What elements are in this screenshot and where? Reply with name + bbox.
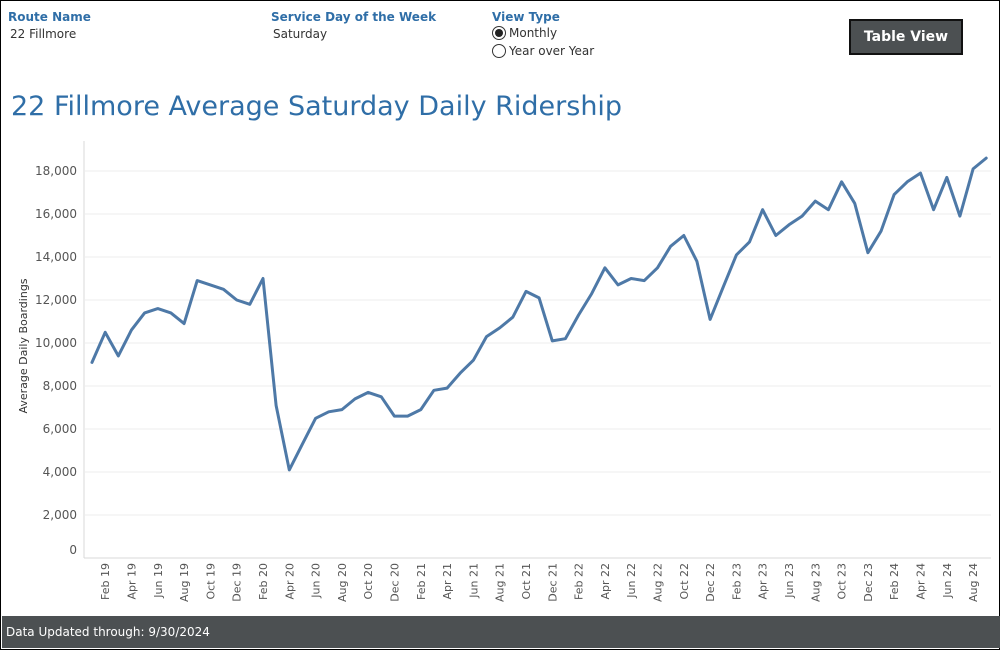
x-tick-label: Dec 19	[231, 563, 244, 602]
route-filter-value[interactable]: 22 Fillmore	[10, 27, 77, 41]
y-tick-label: 6,000	[43, 422, 77, 436]
radio-unselected-icon[interactable]	[492, 44, 506, 58]
radio-selected-icon[interactable]	[492, 26, 506, 40]
x-tick-label: Aug 21	[494, 563, 507, 602]
x-tick-label: Feb 21	[415, 563, 428, 600]
service-day-filter-label: Service Day of the Week	[271, 10, 437, 24]
y-tick-label: 8,000	[43, 379, 77, 393]
x-tick-label: Oct 19	[204, 563, 217, 600]
x-tick-label: Dec 23	[862, 563, 875, 602]
y-tick-label: 12,000	[35, 293, 77, 307]
x-tick-label: Apr 24	[914, 563, 927, 600]
x-tick-label: Apr 21	[441, 563, 454, 600]
y-tick-label: 0	[69, 543, 77, 557]
y-tick-label: 4,000	[43, 465, 77, 479]
x-tick-label: Aug 20	[336, 563, 349, 602]
x-tick-label: Feb 22	[573, 563, 586, 600]
ridership-series-line	[90, 156, 988, 472]
x-tick-label: Oct 20	[362, 563, 375, 600]
x-tick-label: Aug 23	[809, 563, 822, 602]
view-type-option-monthly[interactable]: Monthly	[492, 26, 557, 40]
x-tick-label: Oct 23	[836, 563, 849, 600]
x-tick-label: Aug 22	[651, 563, 664, 602]
x-tick-label: Jun 19	[152, 563, 165, 599]
view-type-option-label: Year over Year	[509, 44, 595, 58]
data-updated-text: Data Updated through: 9/30/2024	[6, 625, 210, 639]
route-filter-label: Route Name	[8, 10, 91, 24]
y-tick-label: 14,000	[35, 250, 77, 264]
view-type-option-label: Monthly	[509, 26, 558, 40]
x-tick-label: Jun 22	[625, 563, 638, 599]
x-tick-label: Apr 20	[283, 563, 296, 600]
ridership-line-chart: 0 2,000 4,000 6,000 8,000 10,000 12,000 14,000 1…	[17, 141, 991, 602]
y-tick-label: 2,000	[43, 508, 77, 522]
service-day-filter-value[interactable]: Saturday	[273, 27, 328, 41]
table-view-button[interactable]: Table View	[849, 19, 963, 55]
x-tick-label: Dec 20	[388, 563, 401, 602]
view-type-label: View Type	[492, 10, 560, 24]
x-tick-label: Jun 20	[310, 563, 323, 599]
x-tick-label: Dec 21	[546, 563, 559, 602]
x-tick-label: Aug 24	[967, 563, 980, 602]
page-title: 22 Fillmore Average Saturday Daily Rider…	[11, 91, 623, 122]
view-type-option-year-over-year[interactable]: Year over Year	[492, 44, 594, 58]
footer-bar: Data Updated through: 9/30/2024	[2, 616, 1000, 648]
x-tick-label: Aug 19	[178, 563, 191, 602]
x-tick-label: Feb 20	[257, 563, 270, 600]
x-tick-label: Apr 19	[125, 563, 138, 600]
y-tick-label: 16,000	[35, 207, 77, 221]
x-tick-label: Apr 22	[599, 563, 612, 600]
x-tick-label: Feb 23	[730, 563, 743, 600]
x-tick-label: Oct 22	[678, 563, 691, 600]
x-tick-label: Oct 21	[520, 563, 533, 600]
y-tick-label: 10,000	[35, 336, 77, 350]
x-tick-label: Feb 19	[99, 563, 112, 600]
x-tick-label: Dec 22	[704, 563, 717, 602]
x-tick-label: Jun 24	[941, 563, 954, 599]
y-axis-title: Average Daily Boardings	[17, 278, 30, 413]
x-tick-label: Jun 23	[783, 563, 796, 599]
x-tick-label: Feb 24	[888, 563, 901, 600]
x-tick-label: Jun 21	[467, 563, 480, 599]
y-tick-label: 18,000	[35, 164, 77, 178]
x-tick-label: Apr 23	[757, 563, 770, 600]
